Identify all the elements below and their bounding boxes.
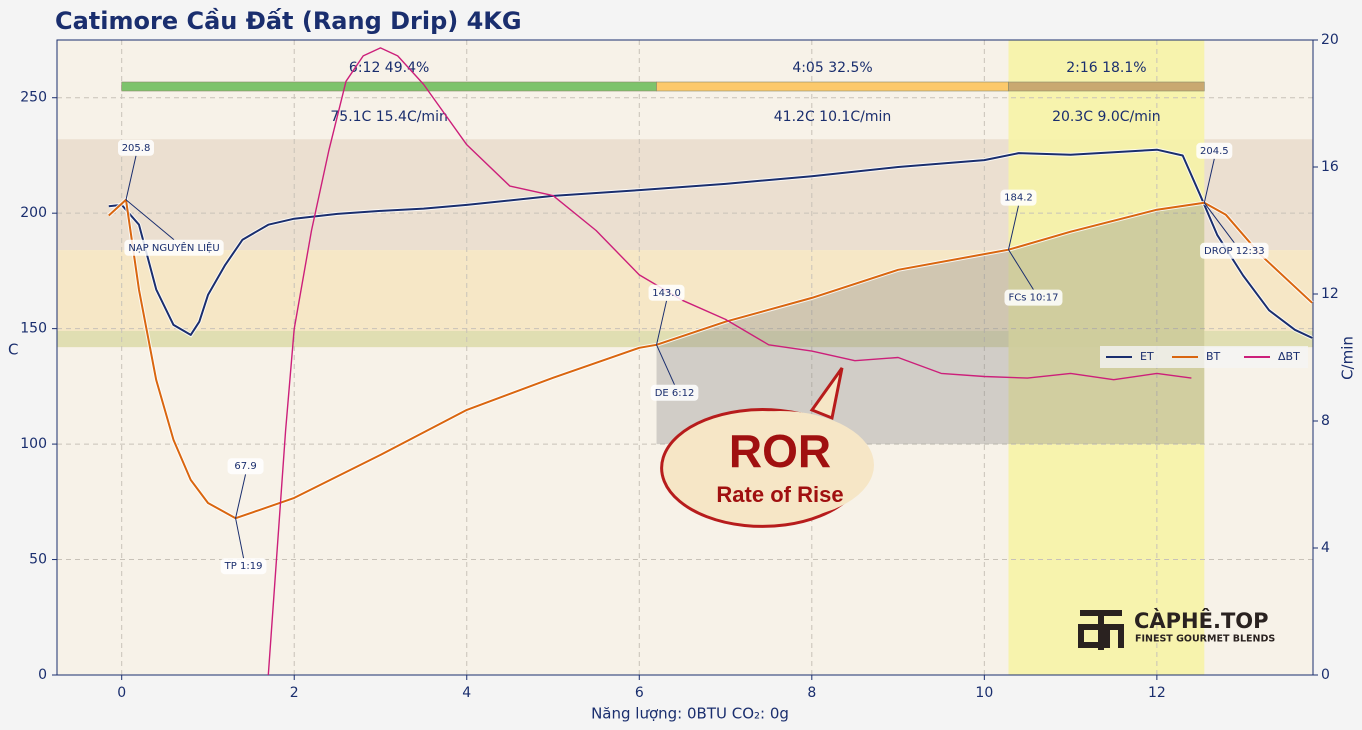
annotation-box: [220, 558, 267, 575]
annotation-value: 67.9: [234, 461, 256, 472]
line: [267, 47, 1192, 676]
phase-stats: 41.2C 10.1C/min: [774, 109, 891, 125]
y2-axis-label: C/min: [1339, 336, 1357, 380]
y2-tick-label: 8: [1321, 413, 1330, 429]
annotation-leader: [1203, 158, 1215, 203]
annotation-label: DE 6:12: [655, 388, 695, 399]
annotation-label: DROP 12:33: [1204, 246, 1265, 257]
legend-label: ΔBT: [1278, 350, 1300, 363]
annotation-value: 143.0: [652, 288, 681, 299]
annotation-leader: [1008, 249, 1034, 290]
y-tick-label: 200: [20, 205, 47, 221]
annotation-label: NẠP NGUYÊN LIỆU: [128, 241, 219, 254]
callout-body: [686, 411, 874, 519]
annotation-leader: [235, 474, 247, 519]
chart-title: Catimore Cầu Đất (Rang Drip) 4KG: [55, 7, 522, 35]
annotation-value: 205.8: [122, 143, 151, 154]
phase-bar: [656, 81, 1009, 92]
annotation-box: [1004, 289, 1063, 306]
logo-name: CÀPHÊ.TOP: [1134, 608, 1269, 633]
annotation-leader: [125, 155, 137, 200]
auc-area: [656, 202, 1205, 445]
annotation-leader: [235, 518, 245, 559]
callout: ROR Rate of Rise: [660, 367, 874, 528]
phase-label: 2:16 18.1%: [1066, 60, 1146, 76]
y-tick-label: 0: [38, 667, 47, 683]
annotation-box: [124, 239, 224, 256]
annotation-leader: [1203, 202, 1235, 244]
y2-tick-label: 16: [1321, 159, 1339, 175]
annotation-leader: [656, 300, 668, 345]
legend-label: ET: [1140, 350, 1154, 363]
x-tick-label: 4: [462, 685, 471, 701]
annotation-box: [648, 284, 685, 301]
plot-frame: [56, 39, 1314, 676]
annotation-value: 204.5: [1200, 146, 1229, 157]
logo-icon: [1078, 610, 1124, 650]
y-tick-label: 150: [20, 321, 47, 337]
y-band: [57, 330, 1313, 348]
phase-bar: [1008, 81, 1205, 92]
x-tick-label: 6: [635, 685, 644, 701]
x-tick-label: 0: [117, 685, 126, 701]
y-tick-label: 250: [20, 90, 47, 106]
callout-title: ROR: [729, 425, 831, 477]
x-axis-label: Năng lượng: 0BTU CO₂: 0g: [591, 705, 789, 723]
y-tick-label: 100: [20, 436, 47, 452]
annotation-box: [1000, 189, 1037, 206]
x-tick-label: 8: [807, 685, 816, 701]
y2-tick-label: 0: [1321, 667, 1330, 683]
y2-tick-label: 20: [1321, 32, 1339, 48]
phase-label: 6:12 49.4%: [349, 60, 429, 76]
y-tick-label: 50: [29, 552, 47, 568]
annotation-leader: [656, 344, 675, 386]
phase-bar: [121, 81, 657, 92]
line: [108, 148, 1313, 339]
phase-stats: 20.3C 9.0C/min: [1052, 109, 1161, 125]
annotation-label: FCs 10:17: [1009, 293, 1059, 304]
annotation-box: [1200, 242, 1269, 259]
callout-subtitle: Rate of Rise: [716, 482, 843, 507]
logo-tagline: FINEST GOURMET BLENDS: [1135, 634, 1275, 645]
legend-box: [1100, 346, 1308, 368]
annotation-leader: [125, 199, 175, 241]
annotation-value: 184.2: [1004, 193, 1033, 204]
annotation-box: [1196, 142, 1233, 159]
phase-label: 4:05 32.5%: [792, 60, 872, 76]
annotation-label: TP 1:19: [224, 561, 263, 572]
annotation-box: [227, 458, 264, 475]
y2-tick-label: 4: [1321, 540, 1330, 556]
line: [108, 198, 1313, 520]
legend: ET BT ΔBT: [1100, 346, 1308, 368]
x-tick-label: 12: [1148, 685, 1166, 701]
annotation-leader: [1008, 205, 1019, 250]
x-tick-label: 10: [975, 685, 993, 701]
legend-label: BT: [1206, 350, 1221, 363]
y-axis-label: C: [8, 341, 18, 359]
x-tick-label: 2: [290, 685, 299, 701]
annotation-box: [650, 384, 699, 401]
phase-stats: 75.1C 15.4C/min: [330, 109, 447, 125]
y2-tick-label: 12: [1321, 286, 1339, 302]
annotation-box: [118, 139, 155, 156]
